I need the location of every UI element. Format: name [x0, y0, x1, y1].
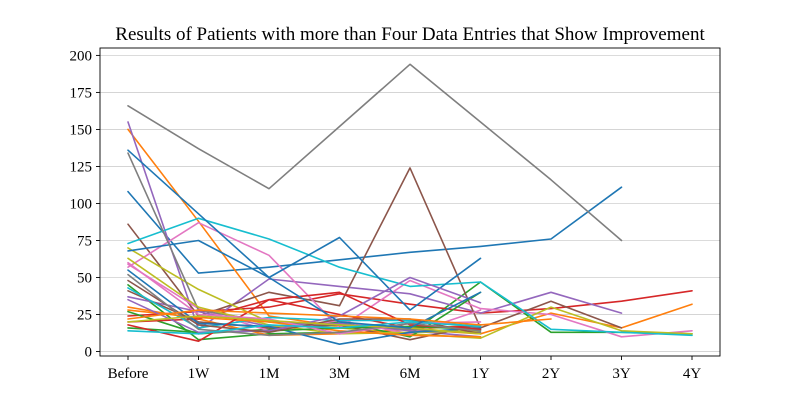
y-tick-label: 200 — [70, 48, 93, 64]
y-tick-label: 75 — [77, 234, 92, 250]
y-tick-label: 150 — [70, 122, 93, 138]
series-lines — [127, 63, 693, 345]
y-tick-label: 125 — [70, 159, 93, 175]
series-line-23 — [127, 325, 482, 334]
grid-lines — [100, 55, 720, 352]
series-line-29 — [127, 315, 482, 335]
y-tick-label: 25 — [77, 308, 92, 324]
series-line-4 — [127, 290, 693, 317]
series-line-32 — [127, 309, 482, 326]
x-tick-label: 1Y — [471, 366, 490, 382]
plot-frame — [99, 47, 721, 357]
series-line-11 — [127, 236, 482, 311]
series-line-1 — [127, 186, 623, 274]
series-line-31 — [127, 149, 482, 329]
x-tick-label: 2Y — [542, 366, 561, 382]
series-line-10 — [127, 217, 693, 337]
x-tick-label: Before — [108, 366, 149, 382]
y-tick-label: 0 — [85, 345, 93, 361]
y-tick-label: 100 — [70, 196, 93, 212]
series-line-7 — [127, 221, 693, 338]
x-tick-label: 3Y — [612, 366, 631, 382]
y-tick-label: 50 — [77, 271, 92, 287]
series-line-28 — [127, 273, 482, 337]
x-tick-label: 1W — [188, 366, 211, 382]
x-tick-label: 6M — [400, 366, 421, 382]
axes: 0 25 50 75 100 125 150 175 200 Before 1W 1M 3M 6M 1Y 2Y… — [70, 47, 721, 382]
x-tick-label: 3M — [329, 366, 350, 382]
series-line-24 — [127, 291, 482, 342]
series-line-8 — [127, 63, 623, 242]
series-line-21 — [127, 269, 482, 345]
x-tick-label: 4Y — [683, 366, 702, 382]
y-tick-label: 175 — [70, 85, 93, 101]
chart-title: Results of Patients with more than Four … — [115, 24, 705, 45]
x-tick-label: 1M — [259, 366, 280, 382]
